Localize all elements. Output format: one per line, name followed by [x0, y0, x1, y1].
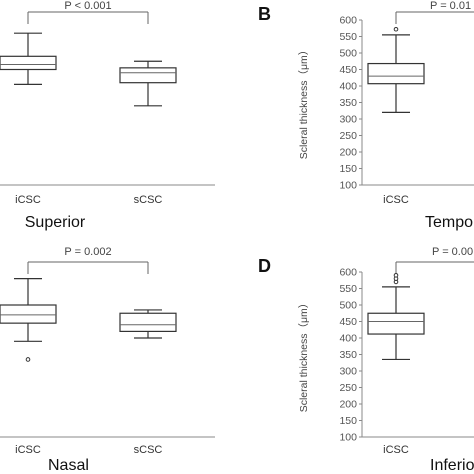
inferior-category-label-icsc: iCSC — [383, 444, 409, 456]
temporal-y-tick-label-550: 550 — [339, 31, 357, 43]
temporal-icsc-outlier-0 — [393, 26, 399, 32]
superior-category-label-icsc: iCSC — [15, 194, 41, 206]
temporal-y-axis-label: Scleral thickness（μm） — [298, 45, 310, 160]
inferior-title: Inferio — [430, 457, 474, 474]
temporal-y-tick-label-250: 250 — [339, 130, 357, 142]
temporal-y-tick-label-400: 400 — [339, 81, 357, 93]
temporal-p-value: P = 0.01 — [430, 0, 471, 12]
nasal-significance-bracket — [27, 261, 149, 274]
inferior-icsc-box — [367, 312, 425, 335]
panel-superior: Superior P < 0.001 iCSC sCSC — [0, 0, 215, 231]
superior-scsc-box — [119, 67, 177, 84]
inferior-significance-bracket — [395, 261, 474, 274]
inferior-y-tick-label-150: 150 — [339, 415, 357, 427]
panel-letter-b: B — [258, 4, 271, 24]
temporal-y-tick-label-150: 150 — [339, 163, 357, 175]
temporal-y-tick-label-200: 200 — [339, 147, 357, 159]
inferior-icsc-outlier-2 — [393, 273, 399, 278]
inferior-y-tick-label-300: 300 — [339, 366, 357, 378]
inferior-y-tick-label-200: 200 — [339, 399, 357, 411]
inferior-y-tick-label-600: 600 — [339, 267, 357, 279]
superior-significance-bracket — [27, 11, 149, 24]
inferior-y-tick-label-500: 500 — [339, 300, 357, 312]
temporal-title: Tempor — [425, 214, 474, 231]
nasal-category-label-scsc: sCSC — [134, 444, 163, 456]
superior-p-value: P < 0.001 — [64, 0, 111, 12]
temporal-y-tick-label-300: 300 — [339, 114, 357, 126]
inferior-y-tick-label-350: 350 — [339, 349, 357, 361]
temporal-category-label-icsc: iCSC — [383, 194, 409, 206]
inferior-p-value: P = 0.00 — [432, 246, 473, 258]
panel-letter-d: D — [258, 256, 271, 276]
inferior-y-tick-label-550: 550 — [339, 283, 357, 295]
temporal-y-tick-label-100: 100 — [339, 180, 357, 192]
superior-icsc-box — [0, 55, 57, 71]
superior-title: Superior — [25, 214, 86, 231]
panel-inferior: D Scleral thickness（μm） Inferio P = 0.00… — [258, 246, 474, 474]
temporal-y-tick-label-600: 600 — [339, 15, 357, 27]
nasal-p-value: P = 0.002 — [64, 246, 111, 258]
nasal-category-label-icsc: iCSC — [15, 444, 41, 456]
temporal-y-tick-label-350: 350 — [339, 97, 357, 109]
inferior-y-axis-label: Scleral thickness（μm） — [298, 298, 310, 413]
inferior-y-tick-label-450: 450 — [339, 316, 357, 328]
nasal-scsc-box — [119, 312, 177, 332]
temporal-y-tick-label-500: 500 — [339, 48, 357, 60]
temporal-significance-bracket — [395, 11, 474, 24]
nasal-icsc-box — [0, 304, 57, 324]
inferior-y-tick-label-400: 400 — [339, 333, 357, 345]
temporal-y-tick-label-450: 450 — [339, 64, 357, 76]
panel-temporal: B Scleral thickness（μm） Tempor P = 0.01 … — [258, 0, 474, 231]
temporal-icsc-box — [367, 62, 425, 85]
nasal-title: Nasal — [48, 457, 89, 474]
inferior-y-tick-label-250: 250 — [339, 382, 357, 394]
nasal-icsc-outlier-0 — [25, 357, 31, 362]
inferior-y-tick-label-100: 100 — [339, 432, 357, 444]
superior-category-label-scsc: sCSC — [134, 194, 163, 206]
panel-nasal: Nasal P = 0.002 iCSC sCSC — [0, 246, 215, 474]
